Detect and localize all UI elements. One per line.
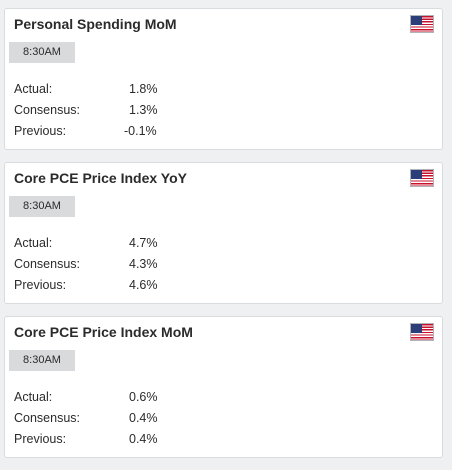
event-card[interactable]: Core PCE Price Index MoM 8:30AM Actual: 0… — [4, 316, 443, 458]
consensus-label: Consensus: — [14, 103, 81, 117]
consensus-value: 4.3% — [129, 257, 158, 271]
previous-row: Previous: -0.1% — [14, 121, 158, 142]
actual-value: 1.8% — [129, 82, 158, 96]
event-time-badge: 8:30AM — [9, 196, 75, 217]
event-card[interactable]: Personal Spending MoM 8:30AM Actual: 1.8%… — [4, 8, 443, 150]
consensus-label: Consensus: — [14, 411, 81, 425]
previous-row: Previous: 0.4% — [14, 429, 158, 450]
actual-row: Actual: 1.8% — [14, 79, 158, 100]
event-title: Core PCE Price Index MoM — [14, 324, 193, 340]
event-values: Actual: 0.6% Consensus: 0.4% Previous: 0.4% — [14, 387, 158, 450]
consensus-value: 1.3% — [129, 103, 158, 117]
previous-label: Previous: — [14, 278, 67, 292]
consensus-row: Consensus: 4.3% — [14, 254, 158, 275]
consensus-value: 0.4% — [129, 411, 158, 425]
previous-label: Previous: — [14, 432, 67, 446]
consensus-label: Consensus: — [14, 257, 81, 271]
event-values: Actual: 1.8% Consensus: 1.3% Previous: -0.1… — [14, 79, 158, 142]
actual-label: Actual: — [14, 236, 53, 250]
previous-row: Previous: 4.6% — [14, 275, 158, 296]
event-card[interactable]: Core PCE Price Index YoY 8:30AM Actual: 4… — [4, 162, 443, 304]
event-time-badge: 8:30AM — [9, 42, 75, 63]
us-flag-icon — [410, 323, 434, 341]
previous-value: 0.4% — [129, 432, 158, 446]
event-title: Personal Spending MoM — [14, 16, 177, 32]
event-title: Core PCE Price Index YoY — [14, 170, 187, 186]
economic-calendar-list: Personal Spending MoM 8:30AM Actual: 1.8%… — [4, 8, 443, 470]
actual-value: 4.7% — [129, 236, 158, 250]
actual-row: Actual: 4.7% — [14, 233, 158, 254]
event-values: Actual: 4.7% Consensus: 4.3% Previous: 4.6% — [14, 233, 158, 296]
us-flag-icon — [410, 169, 434, 187]
consensus-row: Consensus: 1.3% — [14, 100, 158, 121]
us-flag-icon — [410, 15, 434, 33]
previous-value: 4.6% — [129, 278, 158, 292]
event-time-badge: 8:30AM — [9, 350, 75, 371]
actual-value: 0.6% — [129, 390, 158, 404]
actual-label: Actual: — [14, 390, 53, 404]
actual-row: Actual: 0.6% — [14, 387, 158, 408]
previous-label: Previous: — [14, 124, 67, 138]
actual-label: Actual: — [14, 82, 53, 96]
previous-value: -0.1% — [124, 124, 157, 138]
consensus-row: Consensus: 0.4% — [14, 408, 158, 429]
